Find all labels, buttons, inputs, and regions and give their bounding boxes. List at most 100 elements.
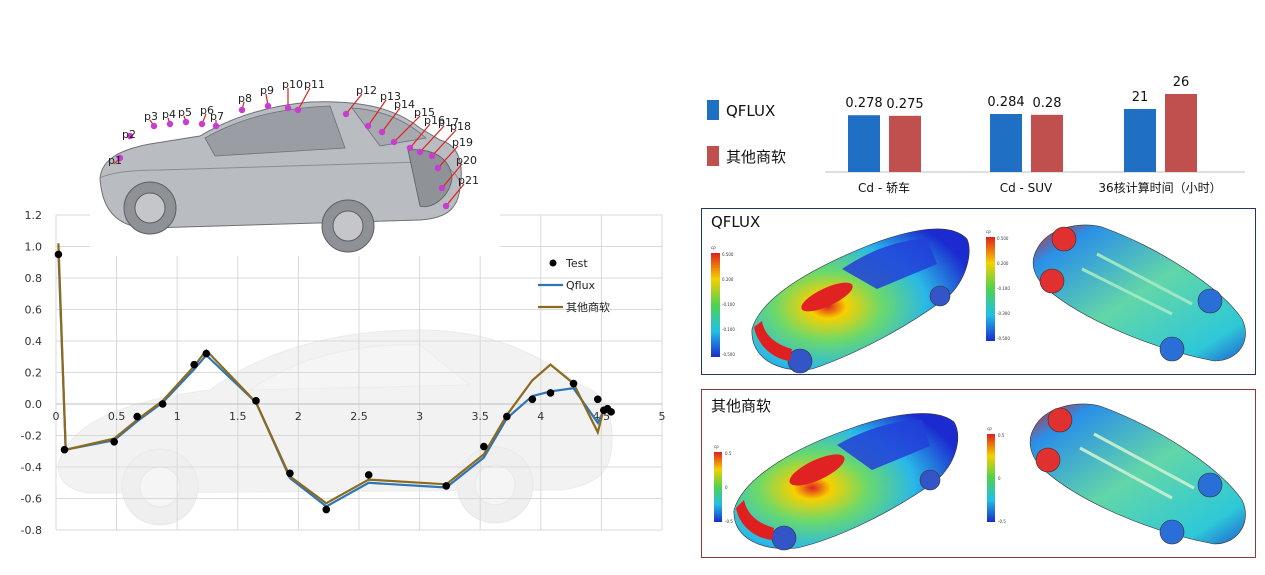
- series-line-1: [57, 251, 612, 508]
- car-ghost-background: [57, 329, 613, 526]
- y-tick-label: 1.2: [25, 209, 43, 222]
- x-axis-ticks: 0 0.5 1 1.5 2 2.5 3 3.5 4 4.5 5: [53, 410, 666, 423]
- test-point-8: [286, 469, 294, 478]
- probe-leader-17: [419, 125, 445, 153]
- x-tick-label: 0: [53, 410, 60, 423]
- test-point-20: [607, 408, 615, 416]
- bar-value-label: 0.278: [845, 96, 882, 111]
- bar-2-0: [1124, 109, 1156, 172]
- bar-2-1: [1165, 94, 1197, 172]
- colorbar-tick: 0.500: [997, 236, 1009, 241]
- x-tick-label: 1.5: [229, 410, 247, 423]
- probe-label: p1: [108, 154, 122, 167]
- probe-dot-10: [284, 104, 292, 112]
- y-tick-label: -0.2: [21, 430, 42, 443]
- y-axis-ticks: 1.2 1.0 0.8 0.6 0.4 0.2 0.0 -0.2 -0.4 -0.6 -0.8: [21, 209, 42, 537]
- probe-label: p15: [414, 106, 435, 119]
- test-point-17: [593, 395, 602, 404]
- probe-label: p8: [238, 92, 252, 105]
- test-point-2: [110, 438, 118, 446]
- colorbar-tick: -0.100: [722, 327, 735, 332]
- bar-value-label: 0.284: [987, 95, 1024, 110]
- probe-leader-18: [431, 129, 457, 157]
- bar-categories: Cd - 轿车 Cd - SUV 36核计算时间（小时）: [858, 180, 1222, 195]
- probe-dot-12: [342, 110, 350, 118]
- bar-value-label: 0.275: [886, 97, 923, 112]
- test-point-11: [442, 482, 451, 490]
- x-tick-label: 3: [416, 410, 423, 423]
- probe-leader-16: [409, 123, 431, 149]
- probe-leader-15: [393, 115, 421, 143]
- bar-value-label: 0.28: [1033, 96, 1062, 111]
- test-point-9: [322, 505, 331, 514]
- other-car-topside: [733, 413, 959, 551]
- probe-leader-14: [381, 107, 401, 133]
- y-tick-label: 0.2: [25, 367, 43, 380]
- test-point-14: [528, 395, 537, 404]
- other-colorbar-left: [714, 452, 722, 522]
- colorbar-tick: -0.100: [722, 302, 735, 307]
- colorbar-tick: -0.5: [725, 519, 733, 524]
- probe-dot-4: [166, 120, 174, 128]
- x-tick-label: 3.5: [471, 410, 489, 423]
- probe-dot-5: [182, 118, 190, 126]
- probe-dot-15: [390, 138, 398, 146]
- y-tick-label: -0.6: [21, 493, 42, 506]
- x-tick-label: 0.5: [108, 410, 126, 423]
- colorbar-tick: 0.500: [722, 252, 734, 257]
- probe-dot-11: [294, 106, 302, 114]
- bar-category-label: Cd - SUV: [1000, 181, 1053, 195]
- colorbar-tick: -0.5: [998, 519, 1006, 524]
- comparison-bar-chart: QFLUX 其他商软 0.278 0.275 0.284 0.28 21 26 Cd - 轿…: [707, 75, 1245, 195]
- probe-dot-9: [264, 102, 272, 110]
- bar-0-0: [848, 115, 880, 172]
- test-point-10: [364, 471, 373, 479]
- probe-dot-19: [434, 164, 442, 172]
- legend-label-0: Test: [565, 257, 588, 270]
- test-point-5: [190, 360, 198, 369]
- x-tick-label: 1: [174, 410, 181, 423]
- bar-0-1: [889, 115, 921, 172]
- bar-legend-swatch-1: [707, 146, 719, 166]
- colorbar-tick: -0.100: [997, 286, 1010, 291]
- probe-leader-20: [441, 163, 463, 189]
- probe-dot-3: [150, 122, 158, 130]
- probe-label: p21: [458, 174, 479, 187]
- other-contour-panel: 其他商软 cp 0.5 0 -0.5 cp 0.5 0 -0.5: [701, 389, 1256, 558]
- bar-legend-label-1: 其他商软: [726, 148, 786, 166]
- car-body: [99, 101, 462, 253]
- qflux-car-topside: [751, 228, 970, 374]
- probe-label: p14: [394, 98, 415, 111]
- colorbar-title: cp: [987, 426, 992, 431]
- probe-label: p7: [210, 110, 224, 123]
- probe-label: p5: [178, 106, 192, 119]
- y-tick-label: 0.0: [25, 398, 43, 411]
- qflux-car-underside: [1032, 224, 1246, 362]
- probe-leader-13: [367, 99, 387, 127]
- bar-1-1: [1031, 114, 1063, 172]
- legend-label-1: Qflux: [566, 279, 596, 292]
- colorbar-tick: -0.500: [997, 336, 1010, 341]
- chart-legend: Test Qflux 其他商软: [538, 257, 610, 314]
- probe-dot-2: [126, 132, 134, 140]
- y-tick-label: 0.6: [25, 304, 43, 317]
- other-panel-title: 其他商软: [711, 397, 772, 415]
- probe-label: p9: [260, 84, 274, 97]
- probe-dot-7: [212, 122, 220, 130]
- probe-label: p3: [144, 110, 158, 123]
- colorbar-tick: -0.500: [722, 352, 735, 357]
- probe-leader-11: [297, 87, 311, 111]
- probe-label: p4: [162, 108, 176, 121]
- test-point-12: [480, 442, 488, 451]
- bar-legend: QFLUX 其他商软: [707, 100, 786, 166]
- y-tick-label: -0.8: [21, 524, 42, 537]
- y-tick-label: 1.0: [25, 241, 43, 254]
- colorbar-title: cp: [986, 229, 991, 234]
- bar-value-label: 26: [1173, 75, 1190, 90]
- other-car-underside: [1029, 403, 1246, 545]
- x-tick-label: 2.5: [350, 410, 368, 423]
- colorbar-title: cp: [714, 444, 719, 449]
- probe-label: p13: [380, 90, 401, 103]
